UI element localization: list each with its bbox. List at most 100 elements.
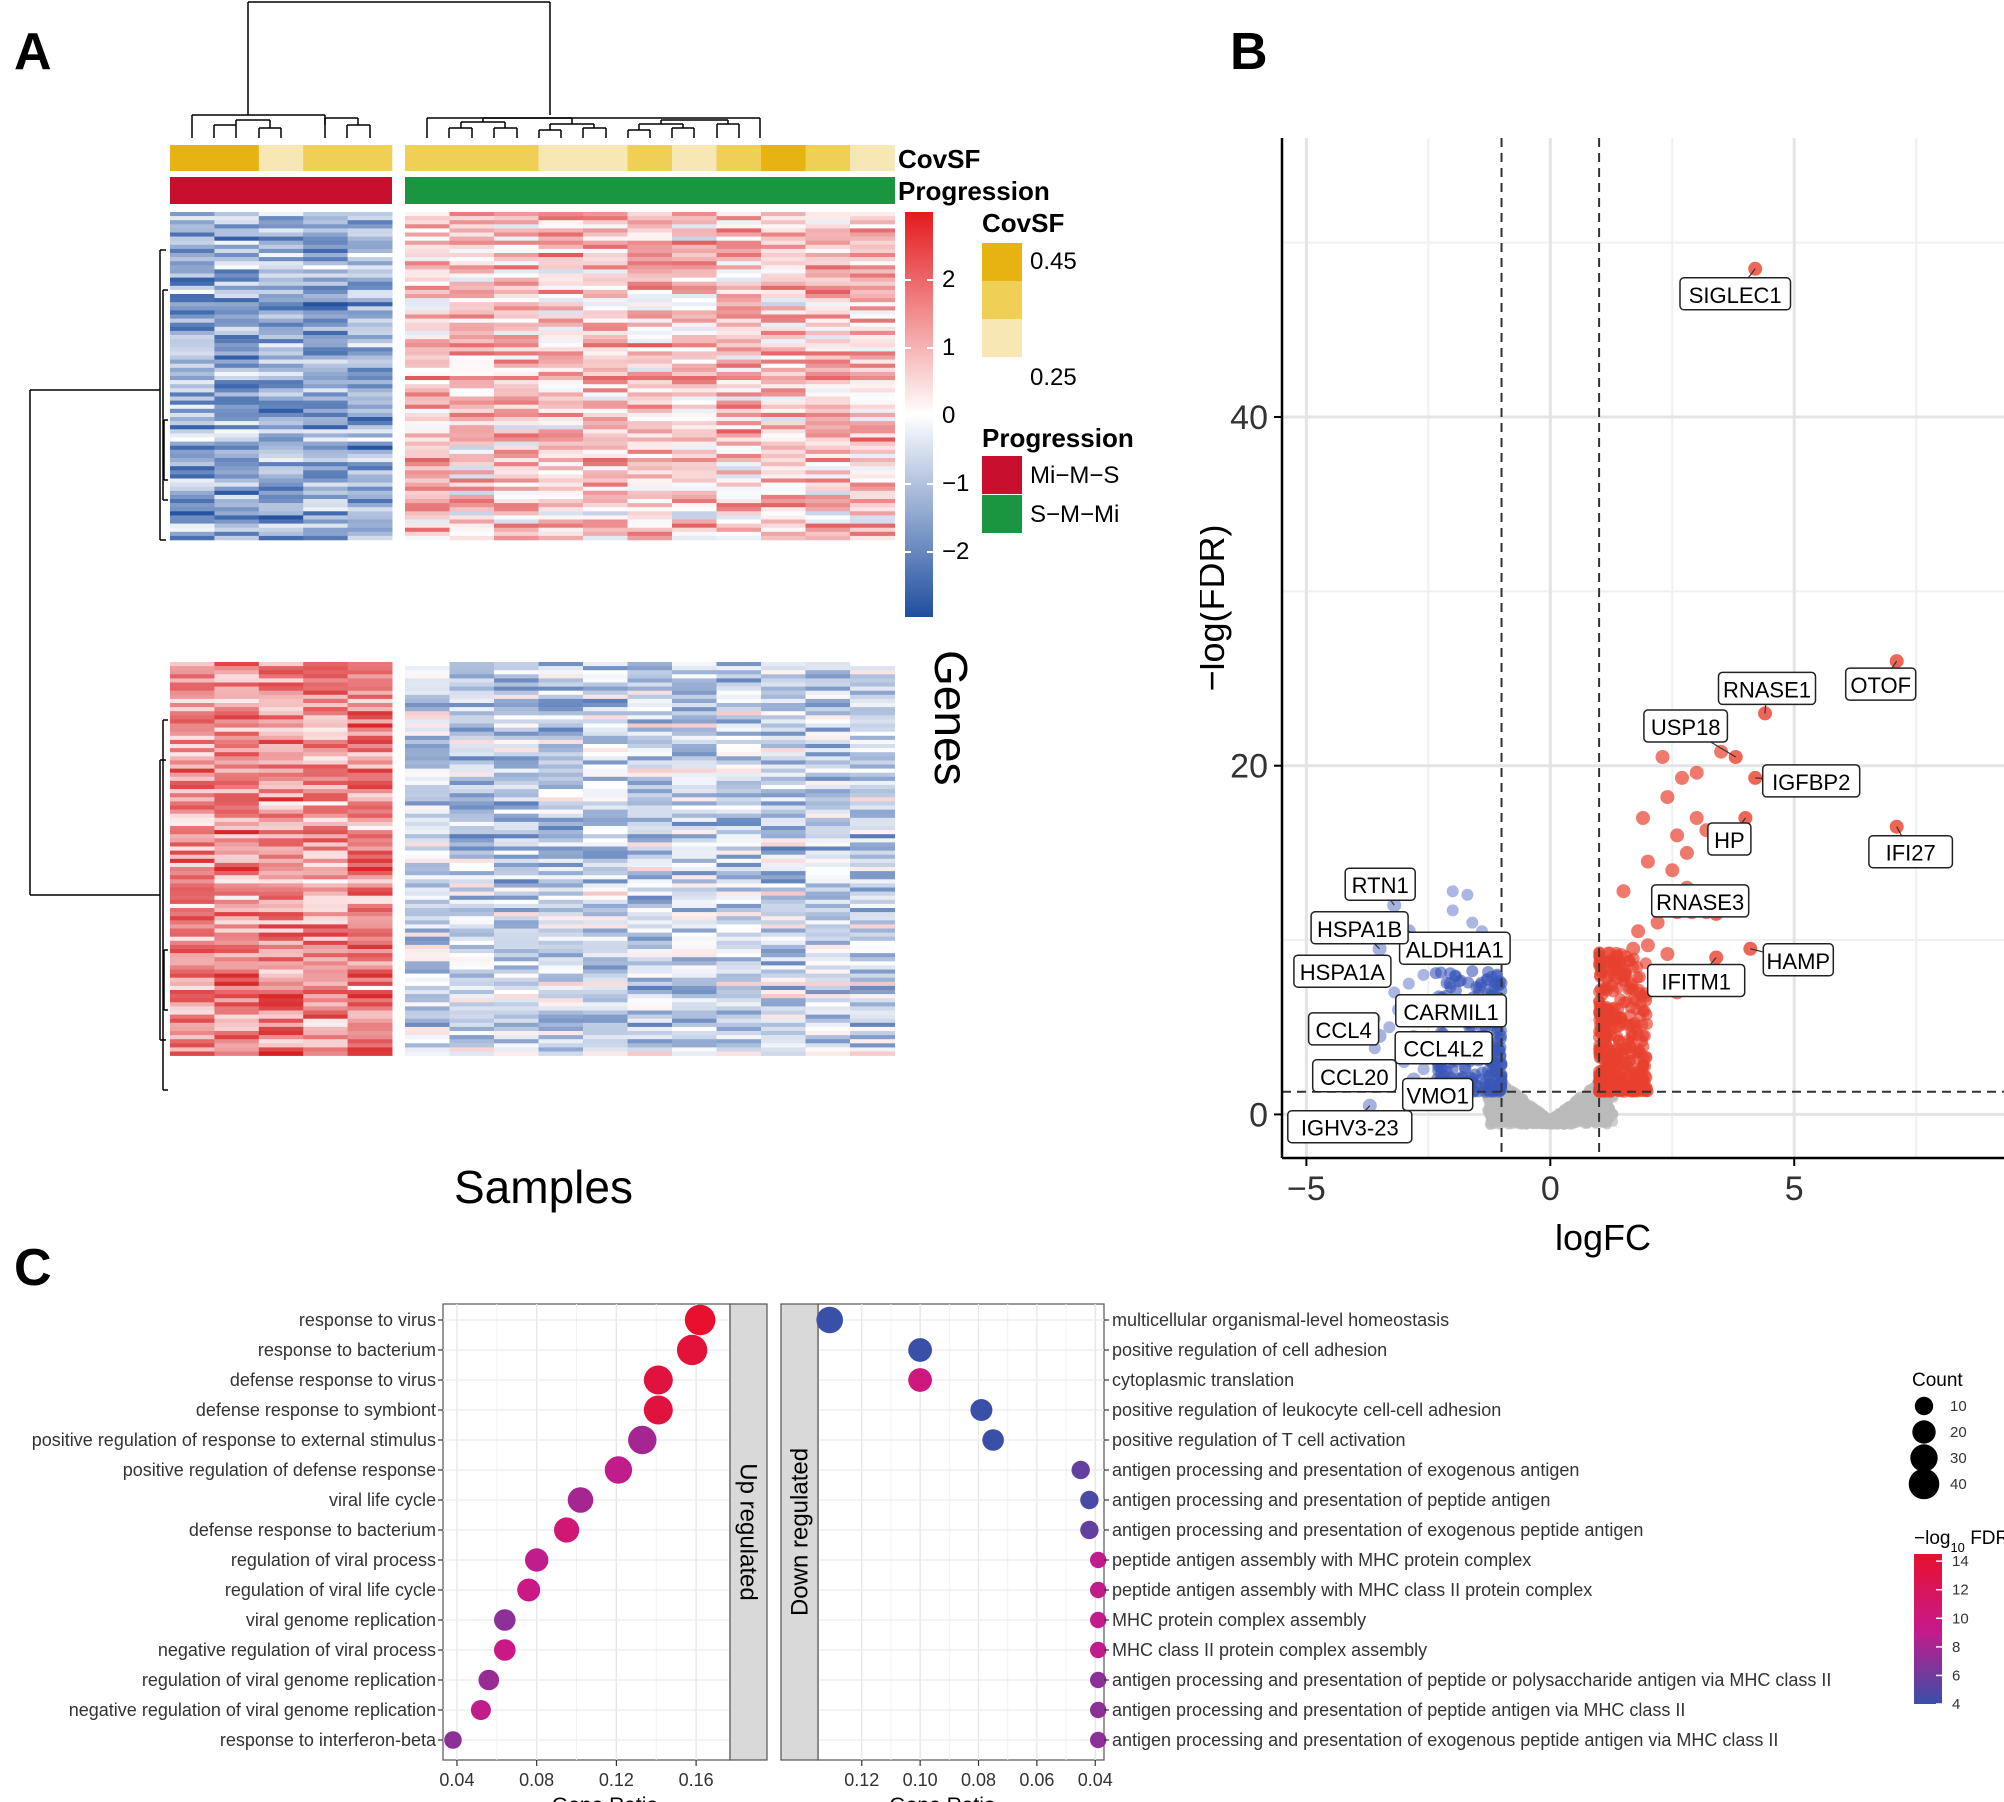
heatmap-cell — [170, 867, 215, 872]
heatmap-cell — [716, 838, 762, 843]
heatmap-cell — [805, 326, 851, 332]
fdr-legend-label: 8 — [1952, 1639, 1960, 1656]
scale-tick-label: 0 — [942, 402, 956, 429]
heatmap-cell — [258, 711, 304, 716]
heatmap-cell — [494, 392, 539, 397]
heatmap-cell — [672, 507, 717, 512]
heatmap-cell — [805, 224, 851, 229]
heatmap-cell — [805, 678, 851, 683]
heatmap-cell — [405, 351, 450, 356]
heatmap-cell — [347, 437, 393, 442]
heatmap-cell — [494, 322, 539, 328]
heatmap-cell — [583, 821, 628, 827]
heatmap-cell — [405, 445, 450, 451]
heatmap-cell — [805, 1006, 851, 1011]
heatmap-cell — [850, 903, 895, 909]
heatmap-cell — [494, 817, 539, 823]
heatmap-cell — [170, 343, 215, 348]
heatmap-cell — [347, 248, 393, 254]
heatmap-cell — [538, 776, 584, 782]
heatmap-cell — [494, 314, 539, 319]
heatmap-cell — [538, 216, 584, 221]
x-tick-label: 0.06 — [1019, 1770, 1054, 1790]
heatmap-cell — [405, 228, 450, 233]
heatmap-cell — [170, 756, 215, 761]
heatmap-cell — [347, 236, 393, 241]
heatmap-cell — [672, 400, 717, 405]
heatmap-cell — [805, 862, 851, 868]
heatmap-cell — [449, 994, 495, 999]
heatmap-cell — [583, 739, 628, 745]
heatmap-cell — [761, 417, 806, 422]
heatmap-cell — [672, 895, 717, 901]
heatmap-cell — [449, 482, 495, 487]
heatmap-cell — [716, 891, 762, 896]
heatmap-cell — [672, 441, 717, 446]
heatmap-cell — [347, 994, 393, 999]
heatmap-cell — [494, 748, 539, 753]
heatmap-cell — [494, 990, 539, 995]
heatmap-cell — [258, 400, 304, 405]
heatmap-cell — [303, 994, 349, 999]
heatmap-cell — [716, 527, 762, 533]
heatmap-cell — [627, 797, 673, 802]
heatmap-cell — [805, 343, 851, 348]
heatmap-cell — [583, 867, 628, 872]
heatmap-cell — [805, 764, 851, 769]
heatmap-cell — [672, 392, 717, 397]
heatmap-cell — [850, 244, 895, 250]
heatmap-cell — [170, 326, 215, 332]
heatmap-cell — [494, 384, 539, 389]
heatmap-cell — [761, 756, 806, 761]
heatmap-cell — [405, 977, 450, 983]
heatmap-cell — [672, 936, 717, 942]
heatmap-cell — [538, 265, 584, 270]
heatmap-cell — [170, 220, 215, 225]
heatmap-cell — [449, 670, 495, 675]
heatmap-cell — [716, 703, 762, 708]
heatmap-cell — [716, 768, 762, 773]
heatmap-cell — [303, 686, 349, 691]
heatmap-cell — [538, 678, 584, 683]
heatmap-cell — [303, 735, 349, 741]
heatmap-cell — [170, 351, 215, 356]
heatmap-cell — [170, 285, 215, 291]
heatmap-cell — [672, 458, 717, 463]
heatmap-cell — [627, 883, 673, 888]
heatmap-cell — [805, 805, 851, 810]
heatmap-cell — [170, 953, 215, 958]
dotplot-point — [1090, 1731, 1107, 1749]
heatmap-cell — [258, 359, 304, 364]
heatmap-cell — [850, 752, 895, 757]
heatmap-cell — [494, 744, 539, 749]
heatmap-cell — [583, 990, 628, 995]
heatmap-cell — [761, 703, 806, 708]
heatmap-cell — [449, 232, 495, 237]
heatmap-cell — [449, 990, 495, 995]
heatmap-cell — [627, 731, 673, 737]
heatmap-cell — [538, 417, 584, 422]
heatmap-cell — [716, 711, 762, 716]
heatmap-cell — [405, 425, 450, 430]
covsf-legend-title: CovSF — [982, 208, 1065, 238]
column-dendrogram — [191, 1, 761, 138]
gene-label-box — [1395, 994, 1508, 1028]
heatmap-cell — [672, 281, 717, 287]
heatmap-cell — [258, 507, 304, 512]
heatmap-cell — [583, 453, 628, 459]
heatmap-cell — [761, 1031, 806, 1036]
heatmap-cell — [850, 281, 895, 287]
heatmap-cell — [170, 821, 215, 827]
heatmap-cell — [805, 396, 851, 401]
heatmap-cell — [850, 417, 895, 422]
heatmap-cell — [761, 273, 806, 278]
heatmap-cell — [583, 830, 628, 835]
heatmap-cell — [761, 343, 806, 348]
heatmap-cell — [214, 257, 260, 262]
go-term-label: regulation of viral life cycle — [225, 1580, 436, 1600]
heatmap-cell — [494, 240, 539, 246]
heatmap-cell — [805, 813, 851, 819]
heatmap-cell — [716, 503, 762, 508]
heatmap-cell — [850, 347, 895, 352]
heatmap-cell — [627, 965, 673, 970]
